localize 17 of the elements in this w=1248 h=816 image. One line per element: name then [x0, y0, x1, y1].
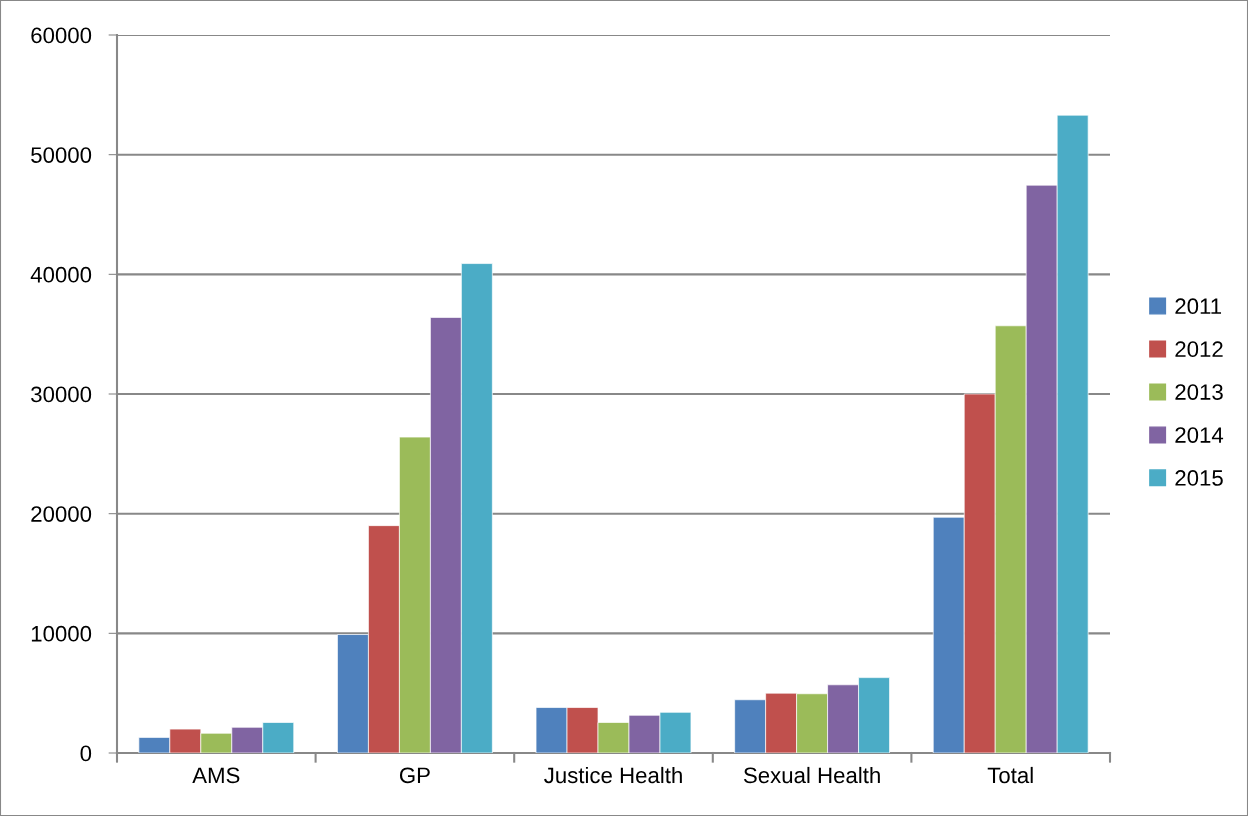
x-tick-label: Total [987, 766, 1033, 784]
y-tick-label: 60000 [31, 27, 92, 44]
x-tick-label: Justice Health [544, 766, 682, 784]
legend-label: 2011 [1175, 298, 1222, 315]
legend-label: 2015 [1175, 470, 1223, 486]
x-tick-label: AMS [192, 767, 240, 784]
legend-label: 2014 [1175, 427, 1224, 443]
y-tick-label: 50000 [31, 147, 92, 163]
y-tick-label: 40000 [30, 266, 92, 283]
y-tick-label: 10000 [31, 625, 92, 642]
y-tick-label: 30000 [31, 386, 92, 403]
legend-label: 2013 [1175, 384, 1223, 400]
legend-label: 2012 [1175, 341, 1223, 358]
y-tick-label: 20000 [31, 506, 92, 522]
x-tick-label: GP [399, 767, 430, 784]
x-tick-label: Sexual Health [743, 766, 880, 784]
y-tick-label: 0 [80, 745, 92, 762]
